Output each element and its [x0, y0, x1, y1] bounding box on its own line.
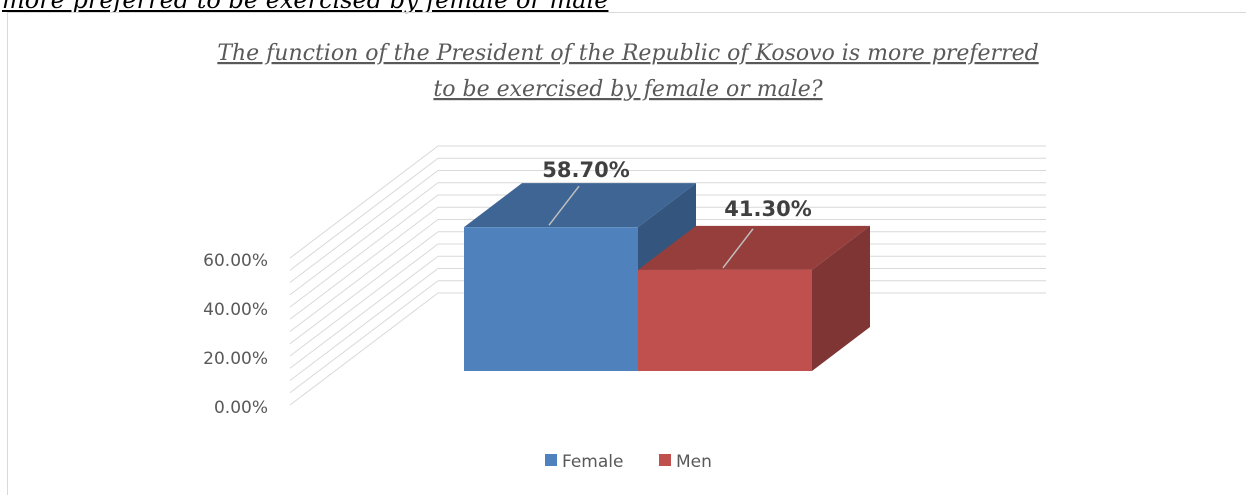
bar-top-female	[464, 183, 696, 228]
grid-side-line	[289, 182, 439, 296]
grid-side-line	[289, 243, 439, 357]
y-tick-label: 40.00%	[203, 300, 268, 320]
legend: Female Men	[545, 452, 712, 472]
y-tick-label: 0.00%	[214, 398, 268, 418]
legend-label-men: Men	[676, 452, 712, 472]
bar-front-men	[638, 269, 812, 371]
page-caption: more preferred to be exercised by female…	[2, 0, 609, 14]
bars	[464, 183, 870, 371]
data-label-female: 58.70%	[542, 158, 629, 182]
y-tick-label: 20.00%	[203, 349, 268, 369]
y-axis-ticks: 0.00% 20.00% 40.00% 60.00%	[203, 251, 268, 418]
y-tick-label: 60.00%	[203, 251, 268, 271]
legend-swatch-men	[659, 454, 671, 466]
data-label-men: 41.30%	[724, 197, 811, 221]
grid-side-line	[289, 206, 439, 320]
grid-side-line	[289, 292, 439, 406]
grid-side-line	[289, 194, 439, 308]
data-label-leader	[548, 185, 580, 226]
bar-front-female	[464, 227, 638, 371]
grid-side-line	[289, 219, 439, 332]
grid-side-line	[289, 268, 439, 381]
grid-side-line	[289, 157, 439, 271]
grid-side-line	[289, 170, 439, 283]
chart-frame	[7, 12, 1246, 495]
legend-label-female: Female	[562, 452, 623, 472]
grid-side-line	[289, 231, 439, 345]
chart-title-line-2: to be exercised by female or male?	[433, 77, 822, 102]
data-labels: 58.70% 41.30%	[542, 158, 812, 269]
bar-top-men	[638, 225, 870, 270]
grid-side-line	[289, 255, 439, 369]
chart-title-line-1: The function of the President of the Rep…	[217, 41, 1038, 66]
legend-swatch-female	[545, 454, 557, 466]
bar-side-men	[812, 225, 870, 371]
grid-side-line	[289, 145, 439, 259]
grid-side-line	[289, 280, 439, 394]
data-label-leader	[722, 228, 754, 269]
